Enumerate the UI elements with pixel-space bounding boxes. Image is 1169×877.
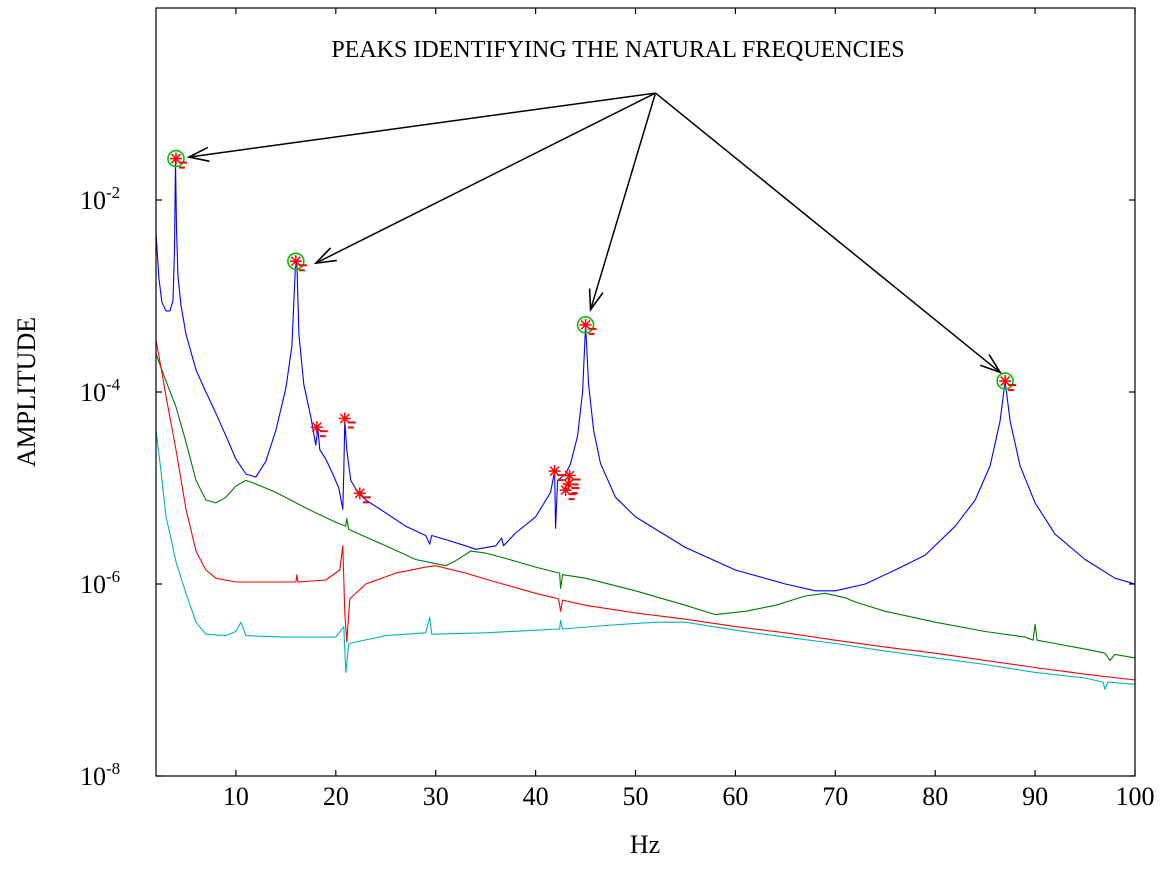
x-tick-label: 90	[1022, 782, 1048, 811]
annotation-text: PEAKS IDENTIFYING THE NATURAL FREQUENCIE…	[331, 37, 904, 63]
peak-marker	[559, 484, 577, 501]
annotation-layer: PEAKS IDENTIFYING THE NATURAL FREQUENCIE…	[189, 37, 1000, 372]
series-layer	[155, 159, 1136, 690]
y-tick-label: 10-4	[80, 375, 121, 407]
annotation-arrow	[655, 92, 1000, 372]
series-line-3	[155, 430, 1136, 690]
y-tick-label: 10-8	[80, 759, 120, 791]
series-line-1	[155, 353, 1136, 661]
annotation-arrow	[189, 92, 656, 157]
x-tick-label: 40	[523, 782, 549, 811]
peak-marker	[576, 316, 597, 335]
x-tick-label: 100	[1116, 782, 1155, 811]
x-tick-label: 50	[623, 782, 649, 811]
y-tick-label: 10-6	[80, 567, 120, 599]
x-tick-label: 20	[323, 782, 349, 811]
series-line-0	[155, 159, 1136, 592]
peak-marker	[310, 421, 328, 438]
peak-marker	[353, 487, 371, 504]
axes-layer: 10 20 30 40 50 60 70 80 90 100 10-8 10-6 10-4 10-2	[80, 8, 1155, 811]
x-axis-label: Hz	[630, 830, 660, 859]
x-tick-label: 10	[223, 782, 249, 811]
markers-layer	[167, 149, 1017, 504]
peak-marker	[548, 465, 566, 482]
series-line-2	[155, 339, 1136, 681]
annotation-arrow	[316, 92, 656, 263]
x-tick-label: 80	[922, 782, 948, 811]
y-tick-label: 10-2	[80, 183, 120, 215]
peak-marker	[287, 252, 307, 272]
y-axis-label: AMPLITUDE	[12, 317, 41, 467]
peak-marker	[996, 372, 1017, 392]
x-tick-label: 70	[822, 782, 848, 811]
annotation-arrow	[591, 92, 657, 310]
x-tick-label: 30	[423, 782, 449, 811]
x-tick-label: 60	[722, 782, 748, 811]
peak-marker	[338, 412, 356, 429]
peak-marker	[167, 149, 187, 169]
